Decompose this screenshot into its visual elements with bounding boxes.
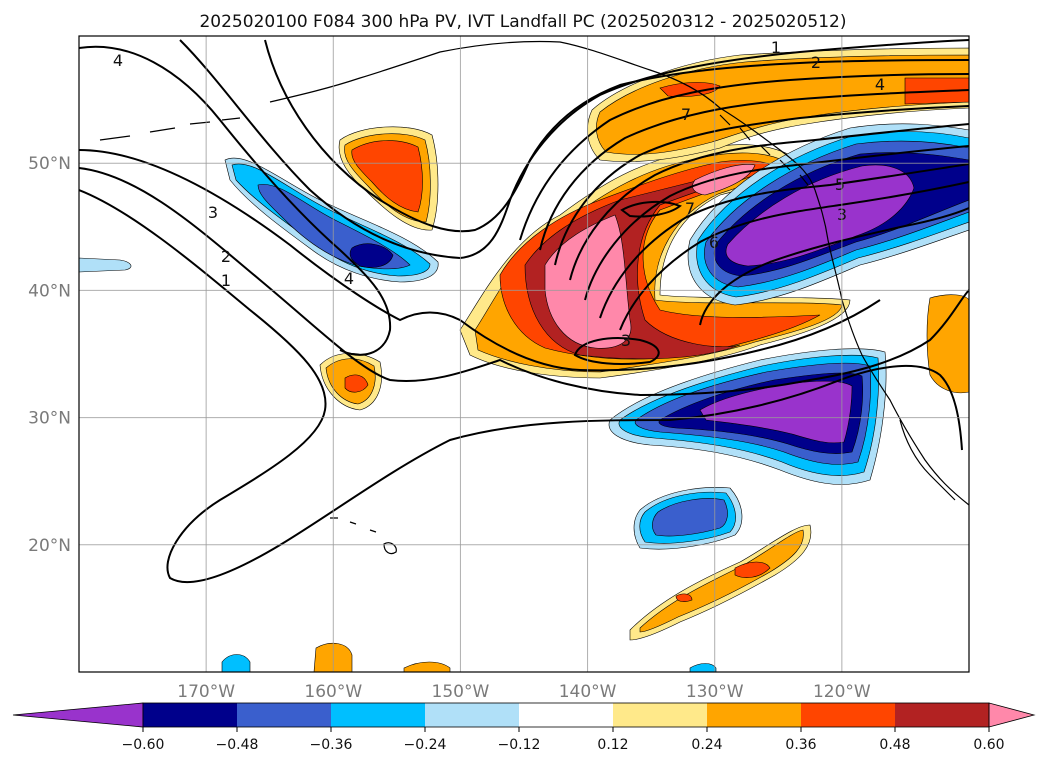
colorbar-segment [519, 703, 613, 727]
pv-contour-15 [573, 337, 660, 365]
lon-tick-label: 170°W [177, 682, 235, 702]
colorbar-segment [143, 703, 237, 727]
gridlines [79, 36, 969, 672]
pv-label: 6 [709, 233, 719, 252]
colorbar-tick-label: 0.24 [691, 737, 722, 753]
chart-title: 2025020100 F084 300 hPa PV, IVT Landfall… [199, 12, 846, 32]
pv-label: 2 [221, 247, 231, 266]
bc-islands [719, 114, 809, 186]
pos-trough-pink2 [692, 164, 756, 196]
pv-contour-13 [619, 181, 969, 331]
neg-bottom [221, 654, 251, 672]
pv-contour-16 [620, 200, 682, 218]
colorbar: −0.60 −0.48 −0.36 −0.24 −0.12 0.12 0.24 0.36 0.4… [12, 702, 1036, 753]
north-america-coast [814, 189, 969, 506]
colorbar-segment [425, 703, 519, 727]
colorbar-tick-label: 0.60 [973, 737, 1004, 753]
neg-central-navy [349, 243, 394, 268]
hawaii [330, 517, 397, 555]
pv-label: 4 [344, 269, 354, 288]
colorbar-segment [237, 703, 331, 727]
pv-label: 5 [835, 175, 845, 194]
lon-tick-label: 150°W [432, 682, 490, 702]
lon-tick-label: 160°W [304, 682, 362, 702]
alaska-coast [269, 40, 816, 191]
pv-contour-11 [584, 145, 969, 301]
pv-contour-6 [264, 39, 969, 233]
lat-tick-label: 20°N [28, 536, 71, 556]
baja [899, 419, 956, 501]
lon-tick-label: 140°W [559, 682, 617, 702]
pv-contour-10 [569, 123, 969, 281]
pv-label: 2 [811, 53, 821, 72]
colorbar-segment [707, 703, 801, 727]
pos-central-red [351, 140, 423, 213]
neg-bottom2 [689, 663, 717, 672]
colorbar-tick-label: −0.24 [404, 737, 447, 753]
pos-tropical-red [675, 561, 771, 602]
colorbar-extend-left [12, 702, 144, 728]
colorbar-tick-label: 0.36 [785, 737, 816, 753]
pos-tropical-orange [639, 529, 804, 633]
pos-small-hawaii-n-red [344, 374, 369, 393]
colorbar-segment [613, 703, 707, 727]
aleutians [99, 117, 241, 141]
lon-tick-labels: 170°W 160°W 150°W 140°W 130°W 120°W [177, 682, 871, 702]
colorbar-tick-label: 0.48 [879, 737, 910, 753]
lat-tick-label: 30°N [28, 409, 71, 429]
pv-contour-8 [539, 89, 969, 251]
pv-contour-12 [599, 163, 969, 319]
coastlines [99, 40, 969, 555]
map-frame [78, 35, 970, 673]
pv-label: 4 [875, 75, 885, 94]
pos-gulf-red [659, 77, 969, 105]
pv-label: 4 [113, 51, 123, 70]
pos-coast [926, 294, 969, 394]
neg-pnw-purple [725, 164, 915, 267]
pv-contour-14 [699, 207, 969, 326]
lon-tick-label: 130°W [686, 682, 744, 702]
colorbar-segment [801, 703, 895, 727]
pv-label: 3 [621, 331, 631, 350]
pv-contour-2 [79, 167, 969, 397]
pv-contour-9 [554, 105, 969, 266]
colorbar-tick-label: 0.12 [597, 737, 628, 753]
pos-bottom2 [403, 661, 451, 672]
colorbar-frame [142, 702, 990, 728]
neg-hawaii-blue [652, 498, 728, 537]
pv-label: 3 [208, 203, 218, 222]
colorbar-tick-label: −0.48 [216, 737, 259, 753]
pos-gulf-orange [596, 54, 969, 155]
colorbar-tick-label: −0.12 [498, 737, 541, 753]
colorbar-tick-label: −0.36 [310, 737, 353, 753]
pv-contour-7 [519, 73, 969, 241]
lat-tick-label: 40°N [28, 281, 71, 301]
neg-dateline [79, 257, 132, 273]
colorbar-tick-label: −0.60 [122, 737, 165, 753]
colorbar-segment [331, 703, 425, 727]
pv-label: 7 [681, 105, 691, 124]
pv-label: 7 [685, 199, 695, 218]
lat-tick-labels: 20°N 30°N 40°N 50°N [28, 154, 71, 556]
lat-tick-label: 50°N [28, 154, 71, 174]
pv-label: 1 [221, 271, 231, 290]
lon-tick-label: 120°W [813, 682, 871, 702]
map-area: 1 2 3 4 4 1 2 4 7 7 6 5 3 3 [79, 36, 969, 672]
pv-contour-4 [79, 45, 392, 356]
colorbar-segment [895, 703, 989, 727]
colorbar-extend-right [988, 702, 1036, 728]
pv-label: 1 [771, 38, 781, 57]
